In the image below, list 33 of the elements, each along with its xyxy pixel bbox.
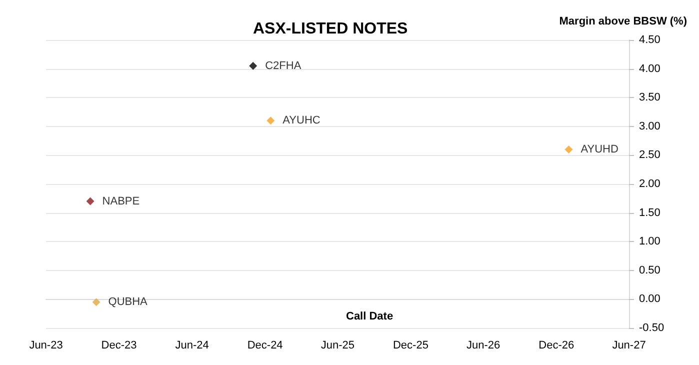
series-label: QUBHA	[108, 296, 148, 308]
x-tick-label: Jun-23	[29, 340, 63, 352]
y-tick-label: -0.50	[639, 322, 664, 334]
series-label: C2FHA	[265, 60, 302, 72]
x-tick-label: Jun-24	[175, 340, 209, 352]
y-tick-label: 2.50	[639, 149, 660, 162]
series-label: AYUHD	[580, 143, 618, 156]
y-tick-label: 3.50	[639, 92, 660, 104]
point	[249, 62, 258, 70]
y-tick-label: 1.00	[639, 236, 660, 248]
chart-title: ASX-LISTED NOTES	[253, 20, 408, 38]
series-label: AYUHC	[282, 114, 320, 127]
x-tick-label: Jun-27	[612, 340, 646, 352]
y-tick-label: 3.00	[639, 120, 660, 132]
x-axis-title: Call Date	[346, 310, 394, 322]
y-tick-label: 4.00	[639, 62, 660, 75]
x-tick-label: Jun-26	[466, 340, 500, 352]
series-label: NABPE	[102, 195, 140, 208]
y-tick-label: 0.00	[639, 293, 660, 306]
x-tick-label: Dec-26	[538, 340, 574, 352]
y-tick-label: 2.00	[639, 178, 660, 190]
y-axis-title: Margin above BBSW (%)	[559, 16, 688, 28]
x-tick-label: Dec-23	[101, 340, 137, 352]
y-tick-label: 4.50	[639, 34, 660, 46]
y-tick-label: 0.50	[639, 264, 660, 276]
point	[86, 197, 94, 206]
x-tick-label: Jun-25	[320, 340, 355, 352]
point	[564, 145, 573, 154]
point	[266, 116, 275, 125]
point	[92, 298, 100, 306]
y-tick-label: 1.50	[639, 206, 660, 219]
x-tick-label: Dec-25	[392, 340, 428, 352]
x-tick-label: Dec-24	[247, 340, 283, 352]
